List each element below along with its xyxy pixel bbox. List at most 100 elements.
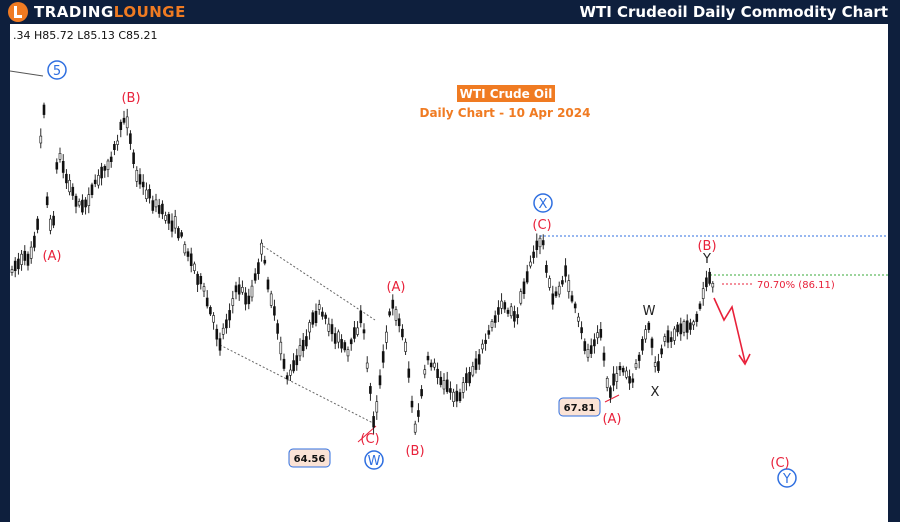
candle-body	[631, 378, 635, 383]
candle-body	[58, 153, 62, 160]
candle-body	[199, 276, 203, 285]
candle-body	[599, 328, 603, 338]
candle-body	[493, 315, 497, 323]
candle-body	[452, 391, 455, 403]
candle-body	[634, 363, 638, 369]
candle-body	[330, 324, 334, 335]
candle-body	[180, 232, 183, 237]
projection-arrowhead	[738, 353, 751, 366]
candle-body	[695, 313, 699, 322]
candle-body	[509, 306, 513, 317]
candle-body	[129, 133, 132, 144]
candle-body	[193, 263, 196, 271]
candle-body	[596, 332, 599, 339]
candle-body	[673, 328, 676, 341]
candle-body	[68, 180, 71, 193]
candle-body	[420, 389, 423, 397]
candle-body	[196, 273, 199, 285]
price-box-64-56-text: 64.56	[294, 454, 326, 465]
price-box-64-56	[288, 448, 331, 468]
candle-body	[279, 341, 283, 355]
candle-body	[365, 362, 369, 369]
blue-wave-circles: 5 X W Y	[47, 60, 797, 488]
candle-body	[317, 304, 321, 310]
candle-body	[52, 215, 55, 226]
candle-body	[474, 358, 478, 370]
candle-body	[343, 342, 347, 351]
candle-body	[100, 166, 103, 179]
candle-body	[465, 373, 468, 384]
wave-label-red-a-1: (A)	[42, 249, 61, 264]
wave-label-w: W	[368, 454, 381, 469]
candle-body	[276, 323, 279, 334]
candle-body	[164, 215, 167, 221]
candle-body	[618, 365, 622, 371]
candle-body	[23, 250, 27, 261]
page-title: WTI Crudeoil Daily Commodity Chart	[579, 3, 888, 21]
candle-body	[298, 345, 302, 357]
red-wave-labels: (B) (A) (C) (A) (B) (C) (A) (B) (C)	[42, 91, 789, 471]
candle-body	[503, 302, 507, 310]
candle-body	[391, 299, 395, 309]
channel-upper-line	[259, 243, 376, 321]
candle-body	[637, 354, 641, 361]
candle-body	[285, 375, 289, 380]
candle-body	[221, 327, 225, 335]
candle-body	[266, 279, 270, 290]
candle-body	[372, 416, 375, 428]
candle-body	[609, 387, 612, 398]
candle-body	[516, 314, 519, 319]
candle-body	[26, 253, 30, 266]
candle-body	[289, 369, 292, 376]
candle-body	[202, 286, 206, 292]
candle-body	[500, 300, 503, 309]
candle-body	[241, 286, 244, 293]
candle-body	[529, 261, 532, 267]
wave-circle-x	[533, 193, 553, 213]
candle-body	[711, 282, 715, 288]
wave-label-black-y: Y	[702, 252, 711, 267]
candle-body	[13, 260, 17, 272]
candle-body	[666, 330, 670, 343]
candle-body	[36, 218, 39, 230]
wave-circle-y	[777, 468, 797, 488]
candle-body	[359, 310, 363, 324]
candle-body	[273, 306, 276, 316]
candle-body	[87, 194, 91, 206]
candle-body	[173, 216, 177, 229]
candle-body	[445, 379, 449, 392]
candle-body	[401, 328, 404, 338]
candle-body	[106, 160, 110, 170]
candle-body	[439, 376, 443, 385]
candle-body	[113, 144, 116, 151]
candle-body	[263, 259, 267, 264]
candle-body	[84, 199, 87, 208]
candle-body	[132, 152, 135, 165]
candle-body	[209, 306, 212, 315]
candle-body	[74, 195, 78, 207]
candle-body	[237, 284, 241, 295]
candle-body	[97, 175, 100, 186]
candle-body	[215, 328, 219, 340]
candle-body	[141, 181, 145, 188]
candle-body	[356, 327, 359, 335]
callout-pointer-low	[357, 425, 377, 443]
wave-label-black-x: X	[651, 385, 660, 400]
candle-body	[183, 244, 187, 254]
candle-body	[244, 292, 247, 305]
candle-body	[417, 410, 420, 417]
candle-body	[308, 322, 311, 333]
candle-body	[314, 310, 318, 324]
candle-body	[378, 375, 382, 386]
candle-body	[602, 352, 606, 361]
fib-label: 70.70% (86.11)	[757, 280, 835, 291]
projection-arrow	[713, 297, 751, 366]
candle-body	[477, 354, 481, 365]
guide-lines	[10, 70, 888, 443]
candle-body	[644, 329, 647, 340]
candle-body	[295, 355, 299, 366]
wave-label-red-c-3: (C)	[770, 456, 789, 471]
chart-title-box	[457, 85, 555, 102]
candle-body	[554, 291, 558, 297]
candle-body	[81, 199, 84, 213]
